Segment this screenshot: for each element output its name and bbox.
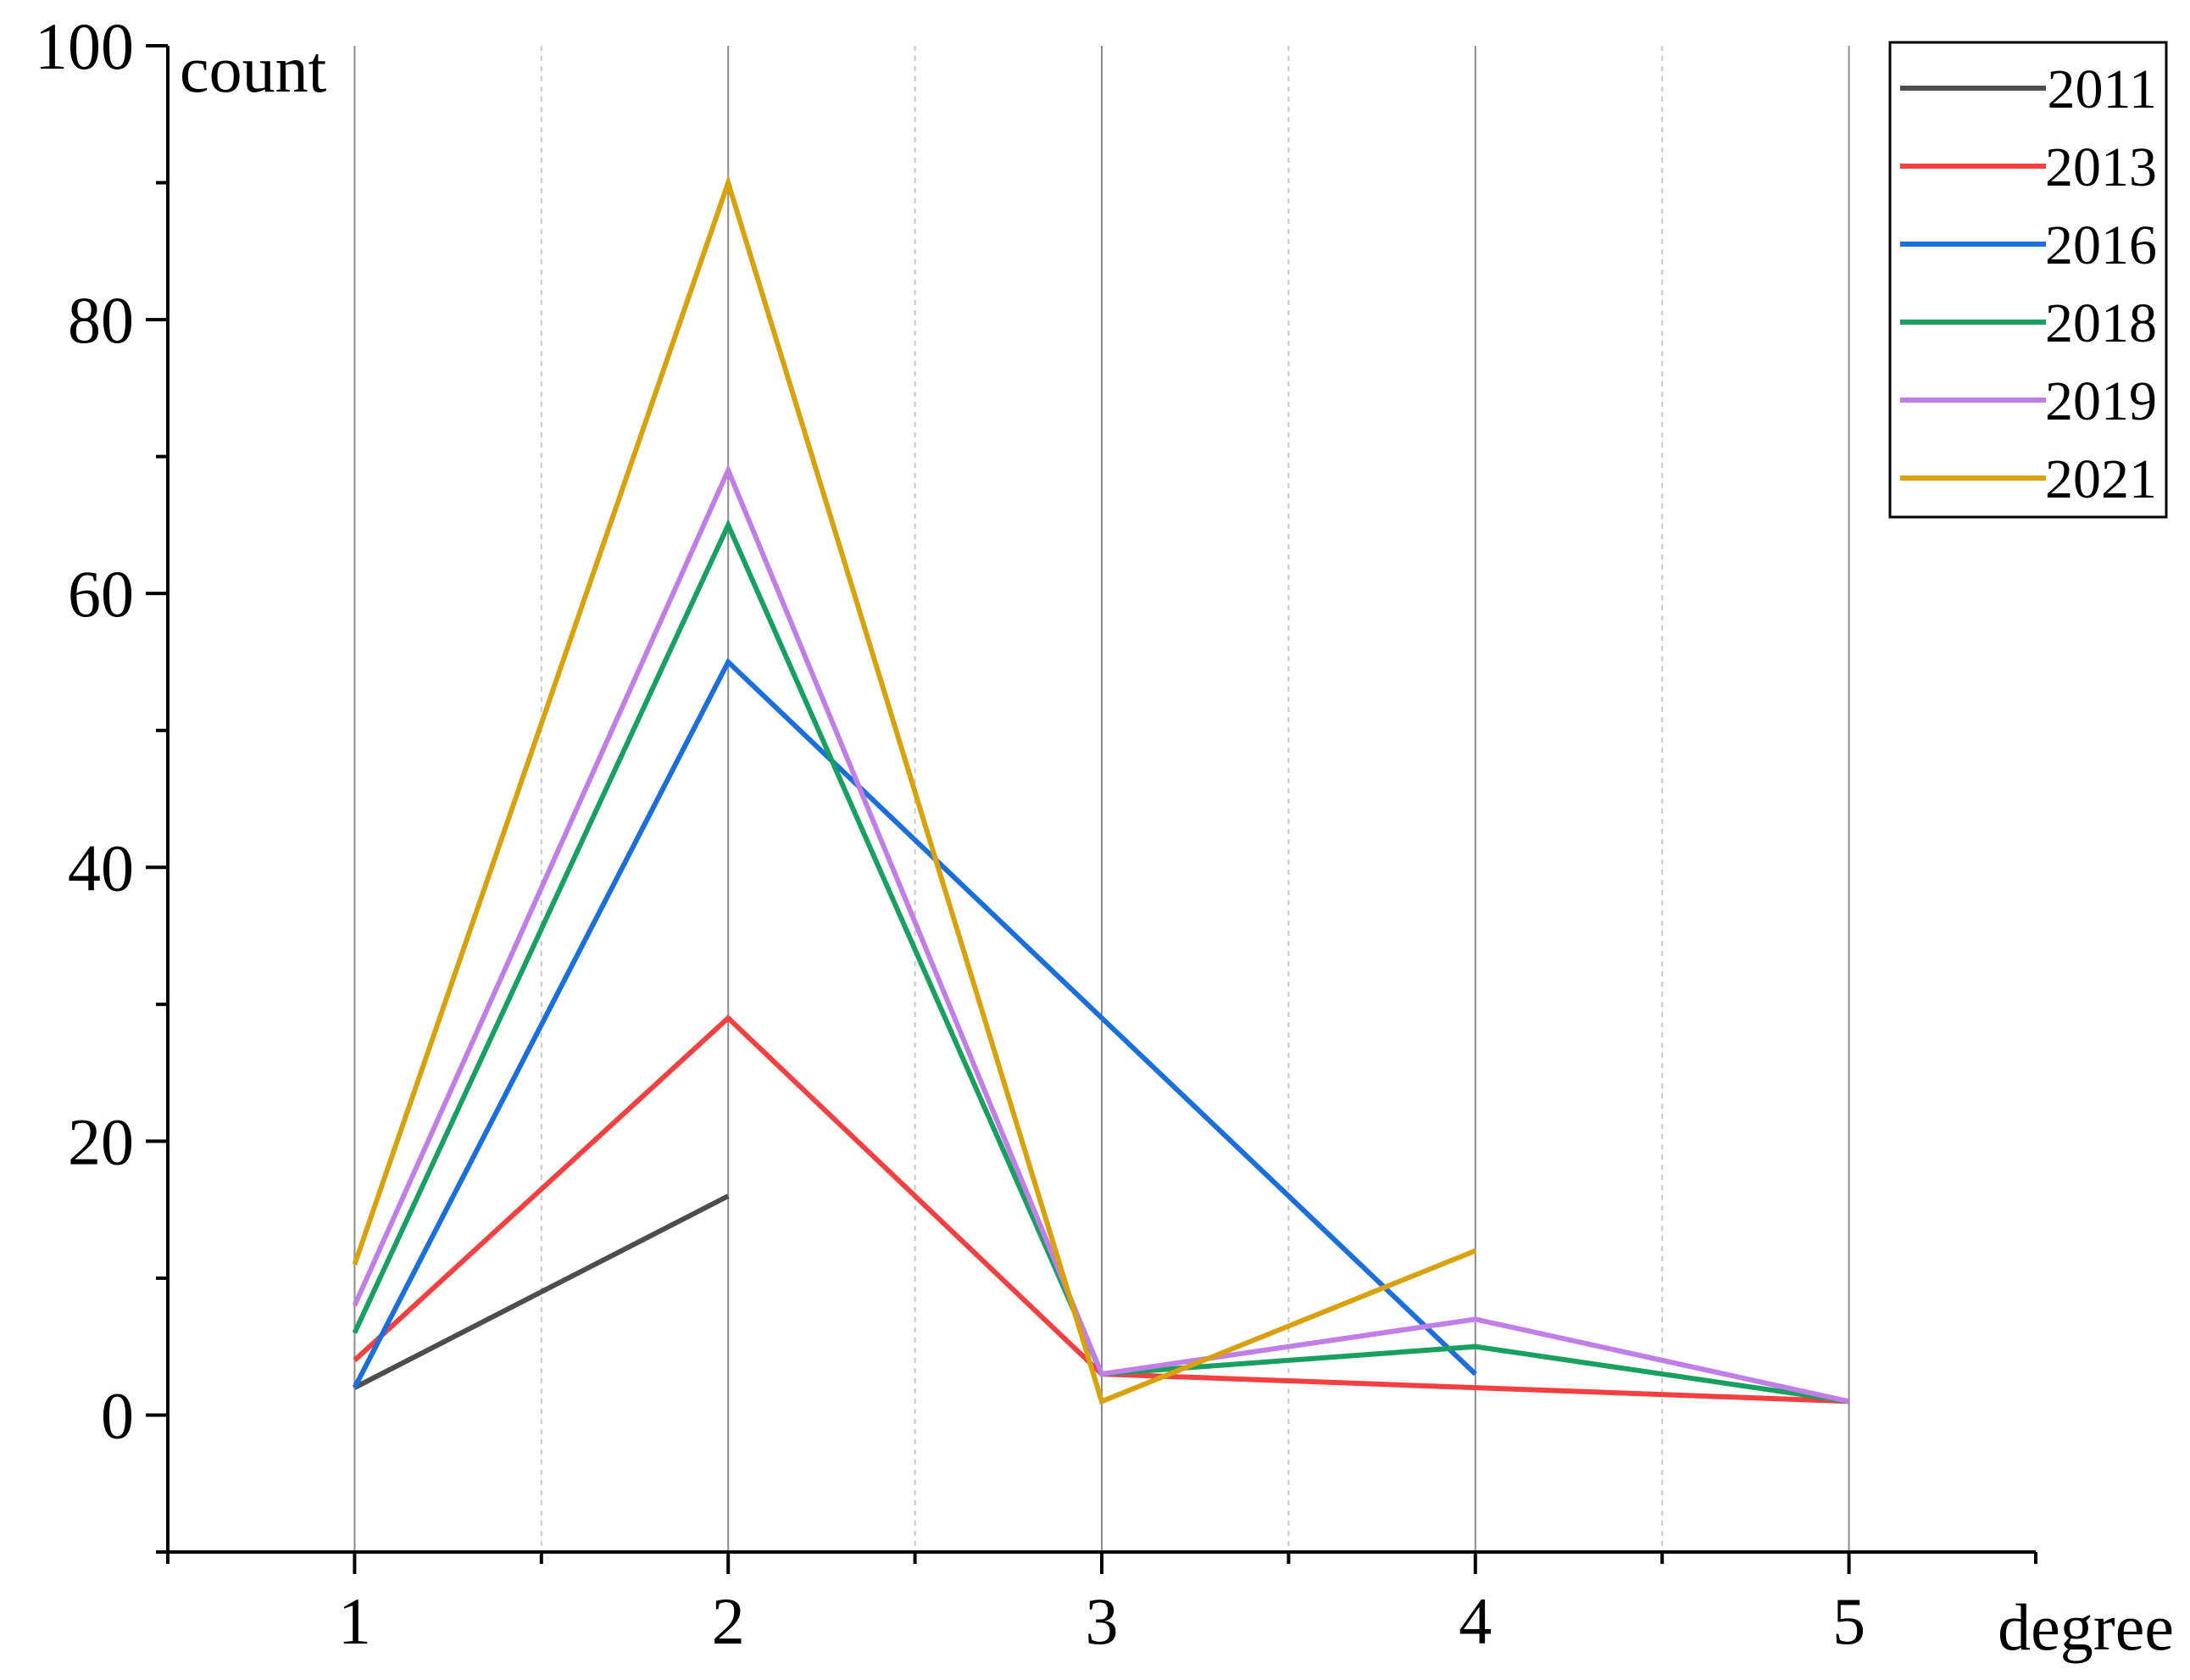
legend-label-2018: 2018 [2045,292,2157,354]
x-tick-label-3: 3 [1086,1584,1119,1658]
y-ticks: 0 20 40 60 80 100 [35,9,168,1554]
grid-lines [353,46,1850,1552]
x-ticks: 1 2 3 4 5 [166,1552,2037,1658]
series-line-2019 [352,464,1850,1405]
series-line-2016 [352,658,1477,1389]
y-tick-label-40: 40 [68,831,134,904]
x-tick-label-1: 1 [338,1584,371,1658]
y-tick-label-60: 60 [68,557,134,631]
legend-label-2016: 2016 [2045,214,2157,276]
y-axis-label: count [180,32,327,106]
legend-label-2019: 2019 [2045,370,2157,432]
y-tick-label-100: 100 [35,9,134,83]
legend-label-2021: 2021 [2045,448,2157,510]
legend-box [1888,41,2168,519]
series-line-2011 [353,1193,730,1390]
y-tick-label-0: 0 [101,1378,134,1452]
x-tick-label-2: 2 [712,1584,745,1658]
y-tick-label-80: 80 [68,283,134,357]
x-tick-label-4: 4 [1459,1584,1492,1658]
x-axis-label: degree [1998,1590,2174,1664]
legend-label-2013: 2013 [2045,136,2157,198]
x-tick-label-5: 5 [1832,1584,1865,1658]
series-line-2021 [352,174,1476,1405]
legend-label-2011: 2011 [2047,58,2157,120]
legend: 2011 2013 2016 2018 2019 2021 [1888,41,2168,519]
y-tick-label-20: 20 [68,1104,134,1178]
series-lines [352,174,1850,1405]
